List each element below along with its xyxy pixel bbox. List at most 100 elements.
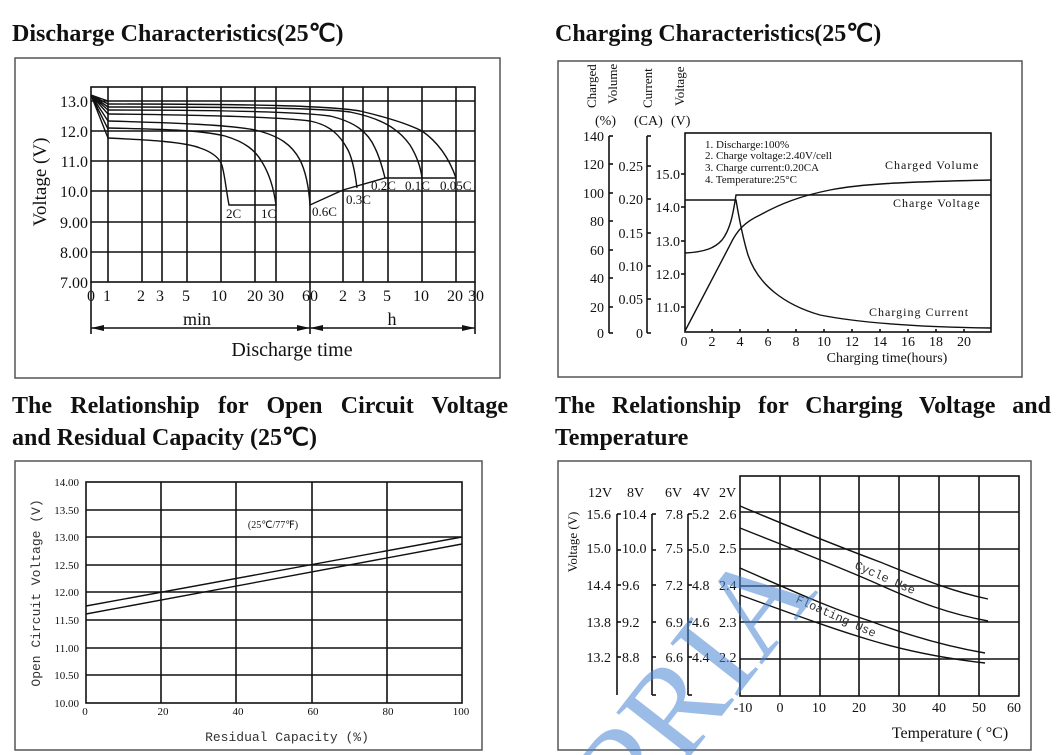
svg-text:20: 20 bbox=[158, 706, 170, 718]
svg-text:4: 4 bbox=[737, 335, 744, 350]
svg-text:40: 40 bbox=[932, 701, 946, 716]
svg-text:10.0: 10.0 bbox=[60, 184, 88, 201]
charging-x-ticks: 0 2 4 6 8 10 12 14 16 18 20 bbox=[681, 329, 971, 350]
svg-text:0: 0 bbox=[777, 701, 784, 716]
ocv-title-line2: and Residual Capacity (25℃) bbox=[12, 425, 317, 451]
svg-text:1: 1 bbox=[103, 288, 111, 305]
charging-plot-area bbox=[684, 132, 992, 333]
svg-text:0: 0 bbox=[82, 706, 88, 718]
svg-text:0.6C: 0.6C bbox=[312, 204, 337, 219]
ocv-chart: 14.00 13.50 13.00 12.50 12.00 11.50 11.0… bbox=[14, 460, 483, 751]
temp-x-label: Temperature ( °C) bbox=[892, 725, 1008, 742]
svg-text:0.10: 0.10 bbox=[619, 260, 644, 275]
discharge-y-label: Voltage (V) bbox=[30, 138, 51, 227]
charging-axis-headers: Charged Volume Current Voltage (%) (CA) … bbox=[584, 64, 691, 129]
svg-text:6V: 6V bbox=[665, 486, 682, 501]
svg-text:5.0: 5.0 bbox=[692, 542, 710, 557]
svg-text:0: 0 bbox=[597, 327, 604, 342]
svg-text:10.0: 10.0 bbox=[622, 542, 647, 557]
svg-text:60: 60 bbox=[590, 244, 604, 259]
charging-chart-title: Charging Characteristics(25℃) bbox=[555, 21, 882, 47]
svg-text:20: 20 bbox=[590, 301, 604, 316]
svg-text:12.0: 12.0 bbox=[60, 124, 88, 141]
svg-text:0.05: 0.05 bbox=[619, 293, 644, 308]
charging-x-label: Charging time(hours) bbox=[827, 351, 948, 366]
temp-x-ticks: -10 0 10 20 30 40 50 60 bbox=[734, 701, 1021, 716]
ocv-x-ticks: 0 20 40 60 80 100 bbox=[82, 706, 470, 718]
svg-text:2.2: 2.2 bbox=[719, 651, 737, 666]
svg-text:12.00: 12.00 bbox=[54, 587, 79, 599]
svg-text:7.2: 7.2 bbox=[666, 579, 684, 594]
ocv-y-ticks: 14.00 13.50 13.00 12.50 12.00 11.50 11.0… bbox=[54, 477, 79, 710]
svg-text:3: 3 bbox=[358, 288, 366, 305]
svg-text:9.2: 9.2 bbox=[622, 616, 640, 631]
svg-text:3: 3 bbox=[156, 288, 164, 305]
svg-text:Charged: Charged bbox=[584, 64, 599, 108]
svg-text:(CA): (CA) bbox=[634, 114, 663, 129]
svg-text:(%): (%) bbox=[595, 114, 616, 129]
svg-text:0.25: 0.25 bbox=[619, 160, 644, 175]
svg-text:6.6: 6.6 bbox=[666, 651, 684, 666]
discharge-y-ticks: 13.0 12.0 11.0 10.0 9.00 8.00 7.00 bbox=[60, 94, 88, 292]
svg-text:30: 30 bbox=[268, 288, 284, 305]
temp-curves bbox=[739, 505, 989, 664]
ocv-x-label: Residual Capacity (%) bbox=[205, 730, 369, 745]
svg-text:60: 60 bbox=[302, 288, 318, 305]
temp-voltage-scale-headers: 12V 8V 6V 4V 2V bbox=[588, 486, 736, 501]
charging-notes: 1. Discharge:100% 2. Charge voltage:2.40… bbox=[705, 139, 832, 186]
svg-text:14.00: 14.00 bbox=[54, 477, 79, 489]
svg-text:4. Temperature:25°C: 4. Temperature:25°C bbox=[705, 174, 797, 186]
svg-text:10: 10 bbox=[413, 288, 429, 305]
svg-text:20: 20 bbox=[247, 288, 263, 305]
svg-text:20: 20 bbox=[447, 288, 463, 305]
svg-text:3. Charge current:0.20CA: 3. Charge current:0.20CA bbox=[705, 162, 819, 174]
svg-text:18: 18 bbox=[929, 335, 943, 350]
current-axis: 0.25 0.20 0.15 0.10 0.05 0 bbox=[619, 135, 651, 342]
charging-panel-border bbox=[557, 60, 1023, 378]
ocv-curves bbox=[85, 536, 463, 615]
ocv-panel-border bbox=[14, 460, 483, 751]
svg-text:2. Charge voltage:2.40V/cell: 2. Charge voltage:2.40V/cell bbox=[705, 150, 832, 162]
svg-text:0.15: 0.15 bbox=[619, 227, 644, 242]
svg-text:2: 2 bbox=[709, 335, 716, 350]
temp-voltage-scale-ticks: 15.6 15.0 14.4 13.8 13.2 10.4 10.0 9.6 9… bbox=[587, 508, 737, 666]
svg-text:0.2C: 0.2C bbox=[371, 178, 396, 193]
svg-text:12: 12 bbox=[845, 335, 859, 350]
svg-text:7.8: 7.8 bbox=[666, 508, 684, 523]
svg-text:15.0: 15.0 bbox=[656, 168, 681, 183]
svg-text:10: 10 bbox=[817, 335, 831, 350]
svg-text:8.8: 8.8 bbox=[622, 651, 640, 666]
svg-text:10.4: 10.4 bbox=[622, 508, 647, 523]
h-unit-label: h bbox=[388, 309, 397, 329]
svg-text:13.0: 13.0 bbox=[60, 94, 88, 111]
ocv-annotation: (25℃/77℉) bbox=[248, 520, 298, 531]
temp-title-line2: Temperature bbox=[555, 425, 689, 451]
svg-text:120: 120 bbox=[583, 158, 604, 173]
svg-text:40: 40 bbox=[233, 706, 245, 718]
min-unit-label: min bbox=[183, 309, 211, 329]
svg-text:8.00: 8.00 bbox=[60, 245, 88, 262]
svg-text:6.9: 6.9 bbox=[666, 616, 684, 631]
charging-series-labels: Charged Volume Charge Voltage Charging C… bbox=[869, 158, 980, 319]
svg-text:0: 0 bbox=[636, 327, 643, 342]
discharge-x-label: Discharge time bbox=[231, 339, 352, 361]
ocv-y-label: Open Circuit Voltage (V) bbox=[29, 499, 44, 686]
svg-text:Cycle Use: Cycle Use bbox=[852, 559, 917, 598]
svg-text:2.5: 2.5 bbox=[719, 542, 737, 557]
svg-text:(V): (V) bbox=[671, 114, 691, 129]
discharge-x-ticks: 0 1 2 3 5 10 20 30 60 2 3 5 10 20 30 bbox=[87, 288, 484, 305]
svg-text:140: 140 bbox=[583, 130, 604, 145]
discharge-grid bbox=[90, 86, 476, 334]
svg-text:5.2: 5.2 bbox=[692, 508, 710, 523]
svg-text:2V: 2V bbox=[719, 486, 736, 501]
svg-text:12.0: 12.0 bbox=[656, 268, 681, 283]
svg-text:Voltage: Voltage bbox=[672, 66, 687, 106]
svg-text:13.00: 13.00 bbox=[54, 532, 79, 544]
temperature-chart-title: The Relationship for Charging Voltage an… bbox=[555, 390, 1051, 454]
svg-text:1. Discharge:100%: 1. Discharge:100% bbox=[705, 139, 789, 151]
svg-text:13.2: 13.2 bbox=[587, 651, 612, 666]
charging-curves bbox=[684, 179, 992, 332]
svg-text:30: 30 bbox=[468, 288, 484, 305]
svg-text:9.6: 9.6 bbox=[622, 579, 640, 594]
svg-text:9.00: 9.00 bbox=[60, 215, 88, 232]
